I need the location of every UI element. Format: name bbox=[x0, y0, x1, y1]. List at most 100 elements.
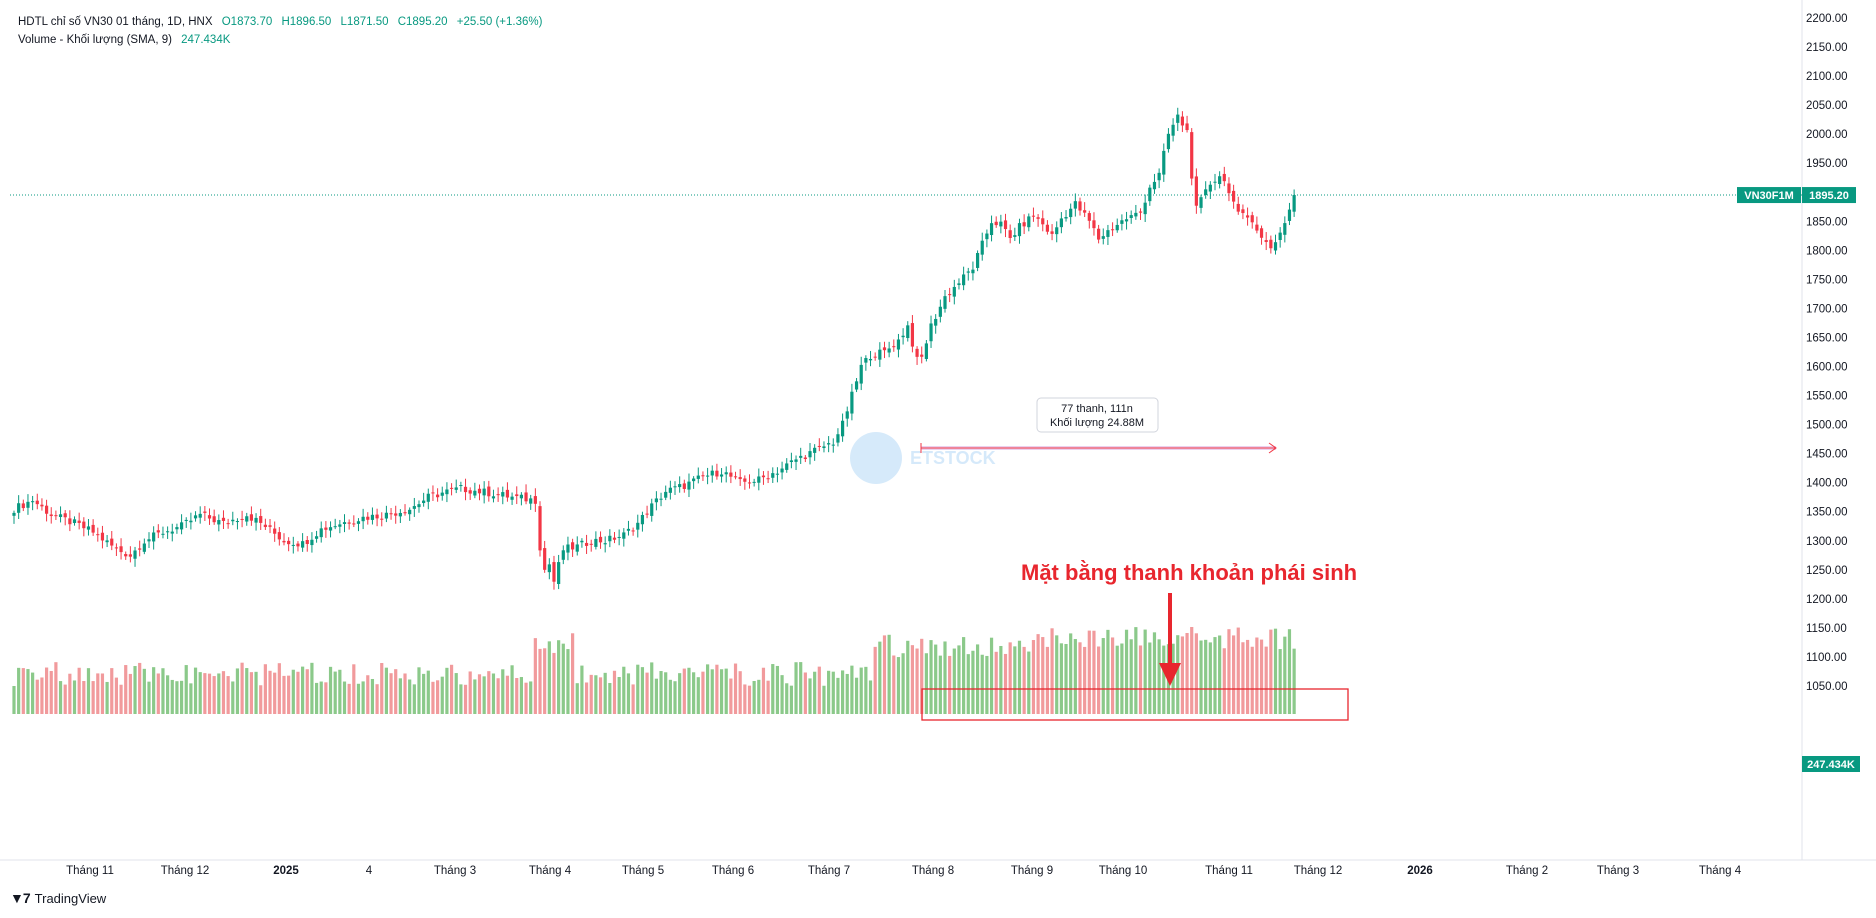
candle-body bbox=[440, 492, 444, 496]
volume-bar bbox=[603, 672, 607, 714]
candle-body bbox=[1138, 211, 1143, 213]
candle-body bbox=[980, 240, 984, 255]
candle-body bbox=[1045, 224, 1050, 232]
candle-body bbox=[999, 221, 1003, 227]
volume-bar bbox=[589, 674, 593, 714]
volume-bar bbox=[780, 675, 784, 714]
volume-bar bbox=[678, 673, 682, 714]
candle-body bbox=[240, 518, 244, 520]
volume-bar bbox=[971, 650, 975, 714]
candle-body bbox=[519, 494, 523, 499]
volume-bar bbox=[636, 664, 640, 714]
price-tick-label: 1750.00 bbox=[1806, 274, 1848, 286]
candle-body bbox=[752, 481, 756, 483]
volume-bar bbox=[1180, 636, 1185, 714]
volume-bar bbox=[938, 655, 942, 714]
volume-bar bbox=[771, 664, 775, 714]
volume-bar bbox=[901, 653, 905, 714]
candle-body bbox=[142, 543, 146, 552]
tradingview-brand[interactable]: ▼7 TradingView bbox=[10, 890, 106, 906]
time-tick-label: Tháng 4 bbox=[1699, 865, 1742, 877]
volume-bar bbox=[1287, 629, 1292, 714]
volume-bar bbox=[943, 641, 947, 714]
candle-body bbox=[673, 486, 677, 488]
price-tick-label: 1600.00 bbox=[1806, 362, 1848, 374]
volume-bar bbox=[179, 680, 184, 714]
volume-bar bbox=[342, 681, 347, 714]
candle-body bbox=[901, 335, 905, 338]
volume-bar bbox=[408, 679, 412, 714]
watermark: ETSTOCK bbox=[850, 432, 996, 484]
volume-bar bbox=[873, 646, 877, 714]
price-tick-label: 1550.00 bbox=[1806, 391, 1848, 403]
volume-bar bbox=[547, 641, 551, 714]
candle-body bbox=[301, 541, 305, 548]
volume-bar bbox=[612, 670, 617, 714]
candle-body bbox=[119, 546, 123, 553]
candle-body bbox=[971, 269, 975, 274]
measure-label-bars: 77 thanh, 111n bbox=[1061, 403, 1133, 415]
volume-bar bbox=[892, 655, 896, 714]
volume-bar bbox=[505, 675, 510, 714]
volume-bar bbox=[989, 637, 994, 714]
price-tick-label: 2000.00 bbox=[1806, 129, 1848, 141]
volume-bar bbox=[1190, 627, 1194, 714]
candle-body bbox=[1259, 228, 1264, 238]
volume-bar bbox=[389, 673, 393, 714]
candle-body bbox=[1055, 227, 1059, 235]
candle-body bbox=[840, 420, 845, 437]
candle-body bbox=[1124, 219, 1129, 222]
candle-body bbox=[1101, 236, 1105, 239]
volume-bar bbox=[110, 668, 114, 714]
volume-bar bbox=[510, 665, 514, 714]
volume-bar bbox=[198, 672, 202, 714]
volume-bar bbox=[319, 681, 323, 714]
time-tick-label: Tháng 5 bbox=[622, 865, 664, 877]
candle-body bbox=[938, 306, 942, 317]
volume-bar bbox=[21, 668, 25, 714]
volume-bar bbox=[124, 665, 128, 714]
volume-bar bbox=[296, 671, 300, 714]
candle-body bbox=[636, 522, 640, 530]
candle-body bbox=[1208, 184, 1212, 192]
price-tick-label: 1050.00 bbox=[1806, 681, 1848, 693]
candle-body bbox=[110, 538, 114, 546]
candle-body bbox=[1166, 133, 1171, 150]
price-tick-label: 1650.00 bbox=[1806, 332, 1848, 344]
volume-bar bbox=[952, 648, 956, 714]
measure-tool: 77 thanh, 111n Khối lượng 24.88M bbox=[920, 397, 1277, 454]
candle-body bbox=[384, 512, 388, 519]
symbol-tag-text: VN30F1M bbox=[1744, 190, 1794, 202]
volume-bar bbox=[1185, 633, 1189, 714]
candle-body bbox=[431, 492, 435, 494]
candle-body bbox=[226, 523, 230, 525]
volume-bar bbox=[840, 670, 845, 714]
volume-bar bbox=[1259, 639, 1264, 714]
candle-body bbox=[864, 358, 868, 363]
candle-body bbox=[994, 221, 998, 226]
volume-bar bbox=[1255, 637, 1259, 714]
candle-body bbox=[515, 494, 519, 497]
volume-bar bbox=[301, 666, 305, 714]
volume-bar bbox=[934, 644, 938, 714]
annotation-arrow-icon bbox=[1159, 663, 1181, 686]
volume-bar bbox=[529, 681, 533, 714]
volume-bar bbox=[1129, 639, 1133, 714]
volume-bar bbox=[850, 665, 854, 714]
volume-bar bbox=[328, 666, 333, 714]
price-tick-label: 2050.00 bbox=[1806, 100, 1848, 112]
volume-bar bbox=[994, 651, 998, 714]
annotation-text: Mặt bằng thanh khoản phái sinh bbox=[1021, 560, 1357, 585]
candle-body bbox=[305, 540, 309, 544]
candle-body bbox=[473, 490, 477, 496]
candle-body bbox=[1129, 215, 1133, 218]
candle-body bbox=[771, 473, 775, 478]
volume-bar bbox=[668, 679, 672, 714]
volume-bar bbox=[747, 685, 752, 714]
volume-bar bbox=[757, 679, 761, 714]
candle-body bbox=[198, 513, 202, 518]
candle-body bbox=[510, 496, 514, 500]
candle-body bbox=[1273, 242, 1278, 251]
volume-bar bbox=[761, 667, 766, 714]
